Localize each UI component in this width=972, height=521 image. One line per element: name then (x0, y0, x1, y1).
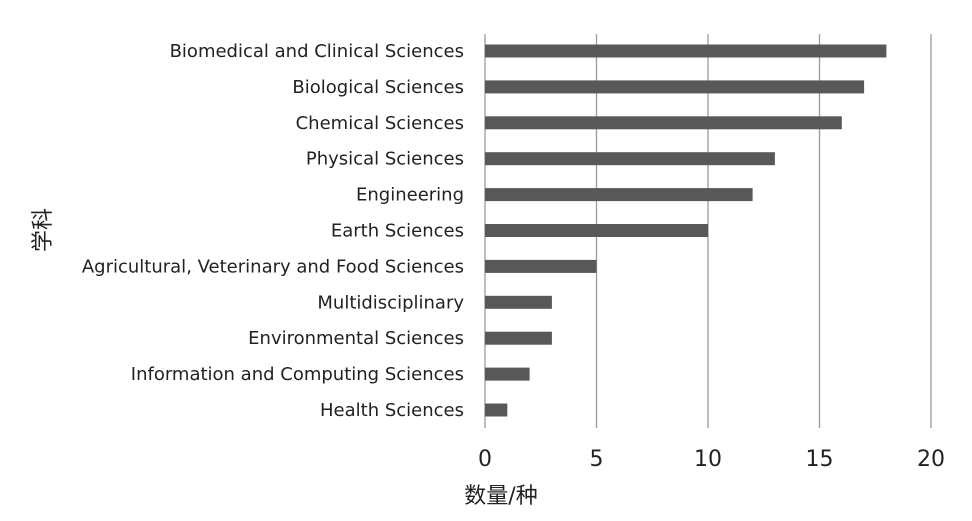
category-label: Physical Sciences (306, 149, 464, 170)
category-label: Chemical Sciences (296, 113, 464, 134)
bar (485, 367, 530, 381)
category-label: Engineering (356, 185, 464, 206)
bar (485, 188, 753, 202)
y-axis-title: 学科 (31, 208, 56, 252)
bar (485, 116, 842, 130)
category-label: Earth Sciences (331, 221, 464, 242)
category-label: Biological Sciences (292, 77, 464, 98)
bar (485, 224, 708, 237)
x-tick-label: 0 (478, 447, 492, 472)
x-tick-label: 5 (590, 447, 604, 472)
category-labels: Biomedical and Clinical Sciences Biologic… (82, 41, 464, 421)
bar (485, 152, 775, 166)
bar (485, 80, 865, 94)
category-label: Multidisciplinary (317, 292, 464, 313)
bar (485, 259, 597, 273)
x-tick-label: 10 (694, 447, 722, 472)
x-tick-label: 15 (806, 447, 834, 472)
x-tick-label: 20 (917, 447, 945, 472)
category-label: Information and Computing Sciences (131, 364, 464, 385)
bars (485, 44, 887, 417)
bar (485, 44, 887, 58)
category-label: Biomedical and Clinical Sciences (170, 41, 464, 62)
bar (485, 295, 552, 309)
category-label: Environmental Sciences (248, 328, 464, 349)
bar (485, 403, 508, 417)
category-label: Health Sciences (320, 400, 464, 421)
x-tick-labels: 0 5 10 15 20 (478, 447, 945, 472)
bar (485, 331, 552, 345)
x-axis-title: 数量/种 (464, 484, 537, 509)
category-label: Agricultural, Veterinary and Food Scienc… (82, 256, 464, 277)
